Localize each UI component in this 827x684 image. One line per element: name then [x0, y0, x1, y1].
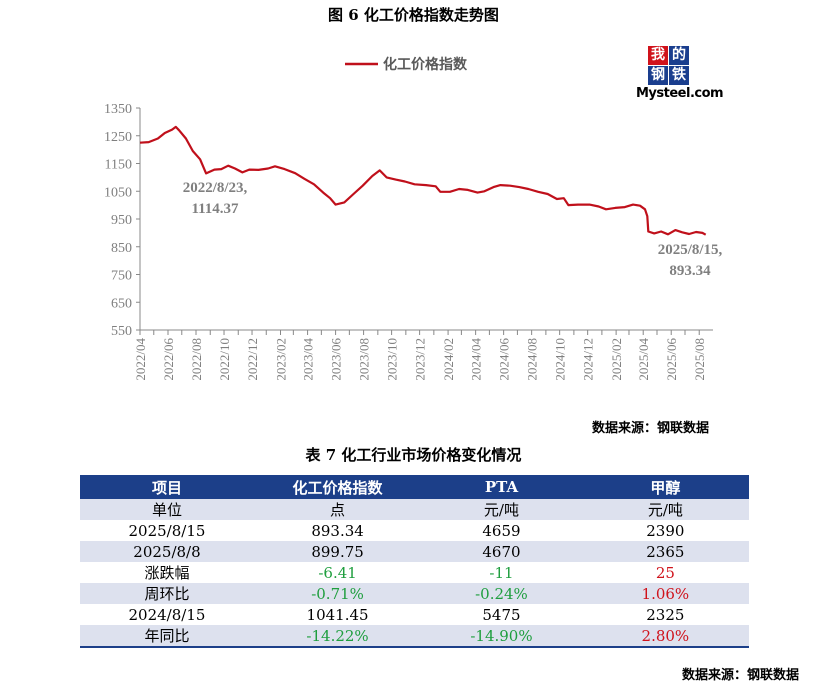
table-row: 涨跌幅 -6.41 -11 25 [80, 562, 749, 583]
y-tick-label: 1250 [104, 130, 132, 145]
table-source: 数据来源：钢联数据 [681, 668, 799, 683]
x-tick-label: 2025/04 [636, 338, 651, 381]
table-cell: 893.34 [311, 521, 364, 540]
y-tick-label: 1150 [105, 158, 132, 173]
table-cell: 单位 [80, 499, 254, 520]
y-tick-label: 1350 [104, 102, 132, 117]
table-cell: 点 [253, 499, 422, 520]
x-tick-label: 2022/06 [161, 338, 176, 381]
x-tick-label: 2023/12 [413, 338, 428, 381]
table-cell: 1041.45 [306, 605, 369, 624]
price-change-table: 项目 化工价格指数 PTA 甲醇 单位点元/吨 元/吨 2025/8/15 893.3… [80, 475, 749, 648]
table-cell: -0.24% [421, 583, 582, 604]
x-tick-label: 2022/04 [133, 338, 148, 381]
logo-char: 的 [669, 46, 689, 65]
table-row: 年同比 -14.22% -14.90% 2.80% [80, 625, 749, 648]
y-tick-label: 750 [111, 269, 132, 284]
table-row: 2025/8/8 899.75 4670 2365 [80, 541, 749, 562]
x-tick-label: 2022/10 [217, 338, 232, 381]
table-cell: 2025/8/8 [80, 541, 254, 562]
table-cell: 899.75 [253, 541, 422, 562]
annotation-label: 2025/8/15, [658, 242, 723, 258]
x-tick-label: 2025/08 [692, 338, 707, 381]
table-cell: -0.71% [253, 583, 422, 604]
chart-source: 数据来源：钢联数据 [591, 421, 709, 436]
table-row: 单位点元/吨 元/吨 [80, 499, 749, 520]
annotation-label: 2022/8/23, [183, 180, 248, 196]
annotation-value: 1114.37 [191, 201, 239, 217]
table-cell: 2365 [581, 541, 749, 562]
y-tick-label: 1050 [104, 185, 132, 200]
y-tick-label: 950 [111, 213, 132, 228]
legend-label: 化工价格指数 [383, 56, 468, 73]
x-tick-label: 2023/08 [357, 338, 372, 381]
logo-brand: Mysteel.com [636, 86, 724, 101]
mysteel-logo: 我 的 钢 铁 Mysteel.com [628, 46, 728, 104]
series-line [139, 125, 707, 236]
y-tick-label: 550 [111, 324, 132, 339]
x-tick-label: 2025/06 [664, 338, 679, 381]
table-cell: 4659 [482, 521, 521, 540]
table-cell: -6.41 [318, 563, 357, 582]
figure-title: 图 6 化工价格指数走势图 [328, 6, 499, 24]
table-cell: -11 [489, 563, 514, 582]
x-tick-label: 2024/10 [553, 338, 568, 381]
logo-char: 钢 [648, 66, 668, 85]
table-cell: 元/吨 [581, 499, 749, 520]
table-cell: 年同比 [80, 625, 254, 648]
x-tick-label: 2022/12 [245, 338, 260, 381]
table-cell: 1.06% [581, 583, 749, 604]
line-chart: 550 650 750 850 950 1050 1150 1250 1350 2022/04 20… [104, 56, 723, 381]
table-header-row: 项目 化工价格指数 PTA 甲醇 [80, 475, 749, 499]
x-tick-label: 2024/04 [469, 338, 484, 381]
table-row: 周环比 -0.71% -0.24% 1.06% [80, 583, 749, 604]
table-header-cell: PTA [421, 475, 582, 499]
x-tick-label: 2023/06 [329, 338, 344, 381]
table-cell: 2325 [646, 605, 685, 624]
table-row: 2024/8/15 1041.45 5475 2325 [80, 604, 749, 625]
table-row: 2025/8/15 893.34 4659 2390 [80, 520, 749, 541]
table-cell: 元/吨 [421, 499, 582, 520]
table-cell: -14.90% [421, 625, 582, 648]
table-cell: 2390 [646, 521, 685, 540]
y-tick-label: 850 [111, 241, 132, 256]
x-tick-label: 2023/02 [273, 338, 288, 381]
table-header-cell: 项目 [80, 475, 254, 499]
x-tick-label: 2024/02 [441, 338, 456, 381]
annotation-value: 893.34 [669, 263, 711, 279]
x-tick-label: 2023/10 [385, 338, 400, 381]
table-cell: -14.22% [253, 625, 422, 648]
table-header-cell: 甲醇 [581, 475, 749, 499]
table-cell: 涨跌幅 [144, 564, 190, 582]
table-title: 表 7 化工行业市场价格变化情况 [305, 446, 522, 464]
table-cell: 25 [655, 563, 675, 582]
x-tick-label: 2025/02 [609, 338, 624, 381]
x-tick-label: 2024/12 [581, 338, 596, 381]
y-tick-label: 650 [111, 296, 132, 311]
table-cell: 2024/8/15 [128, 605, 206, 624]
x-tick-label: 2024/08 [525, 338, 540, 381]
x-tick-label: 2022/08 [189, 338, 204, 381]
table-cell: 2025/8/15 [128, 521, 206, 540]
table-cell: 4670 [421, 541, 582, 562]
table-cell: 2.80% [581, 625, 749, 648]
logo-char: 我 [648, 46, 668, 65]
logo-char: 铁 [669, 66, 689, 85]
x-tick-label: 2024/06 [497, 338, 512, 381]
table-header-cell: 化工价格指数 [253, 475, 422, 499]
x-tick-label: 2023/04 [301, 338, 316, 381]
table-cell: 5475 [482, 605, 521, 624]
table-cell: 周环比 [80, 583, 254, 604]
